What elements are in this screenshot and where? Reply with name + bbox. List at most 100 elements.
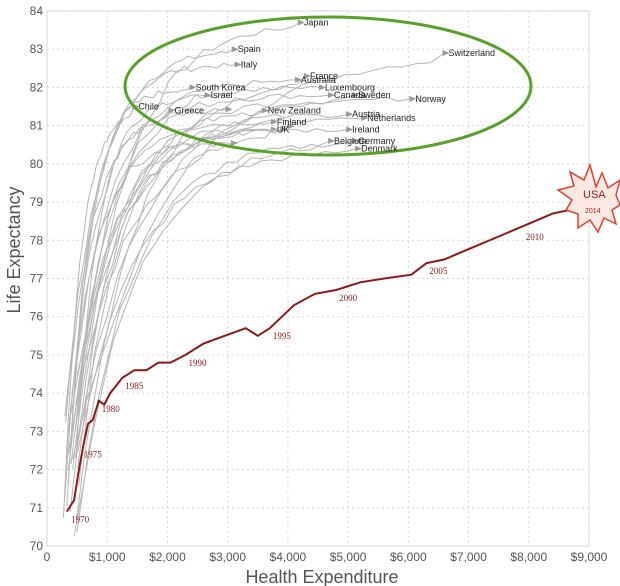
country-label: Finland	[277, 117, 307, 127]
usa-end-year: 2014	[585, 208, 601, 215]
country-line	[64, 108, 228, 503]
country-label: Canada	[334, 90, 366, 100]
country-label: Israel	[211, 90, 233, 100]
y-tick-label: 82	[30, 80, 44, 94]
country-label: Australia	[301, 75, 336, 85]
country-line-arrow	[204, 92, 212, 99]
country-label: Greece	[174, 105, 204, 115]
country-label: UK	[277, 124, 290, 134]
country-label: Spain	[238, 44, 261, 54]
y-tick-label: 81	[30, 119, 44, 133]
country-line	[73, 140, 331, 537]
country-line	[76, 121, 273, 415]
y-tick-label: 80	[30, 157, 44, 171]
country-label: Belgium	[334, 136, 367, 146]
country-line-arrow	[303, 72, 311, 79]
usa-line	[66, 208, 591, 513]
country-line	[65, 141, 234, 451]
country-line-arrow	[287, 123, 295, 130]
country-line-arrow	[352, 92, 360, 99]
country-line-arrow	[355, 145, 363, 152]
usa-year-label: 1975	[84, 450, 103, 460]
x-axis-label: Health Expenditure	[245, 567, 398, 586]
country-line	[66, 62, 237, 506]
x-tick-label: $1,000	[89, 550, 126, 564]
country-line-arrow	[270, 118, 278, 125]
country-line-arrow	[346, 111, 354, 118]
usa-year-label: 2005	[429, 266, 448, 276]
y-tick-label: 73	[30, 424, 44, 438]
country-line-arrow	[280, 126, 288, 133]
country-label: Austria	[352, 109, 380, 119]
country-line	[67, 93, 331, 471]
country-line-arrow	[409, 95, 417, 102]
x-tick-label: $8,000	[510, 550, 547, 564]
usa-year-label: 1980	[102, 404, 121, 414]
y-tick-label: 78	[30, 233, 44, 247]
y-tick-label: 84	[30, 4, 44, 18]
country-line-arrow	[352, 137, 360, 144]
x-tick-label: $6,000	[390, 550, 427, 564]
country-line	[74, 128, 349, 432]
x-tick-label: 0	[44, 550, 51, 564]
country-line	[76, 94, 207, 446]
y-axis-ticks: 70 71 72 73 74 75 76 77 78 79 80 81 82 83 84	[30, 4, 44, 553]
y-tick-label: 71	[30, 501, 44, 515]
usa-year-label: 1995	[273, 331, 292, 341]
y-tick-label: 70	[30, 539, 44, 553]
country-line-arrow	[189, 84, 197, 91]
country-line	[64, 48, 234, 417]
country-line	[63, 106, 135, 518]
usa-year-label: 1985	[125, 381, 143, 391]
y-tick-label: 83	[30, 42, 44, 56]
country-label: Denmark	[361, 144, 398, 154]
other-country-lines	[63, 19, 450, 537]
country-label: Luxembourg	[325, 82, 375, 92]
country-line-arrow	[261, 107, 269, 114]
country-line-arrow	[168, 107, 176, 114]
country-label: Netherlands	[367, 113, 416, 123]
country-line	[72, 22, 301, 469]
x-tick-label: $2,000	[149, 550, 186, 564]
usa-year-label: 2000	[339, 293, 358, 303]
country-label: Chile	[138, 102, 159, 112]
y-tick-label: 75	[30, 348, 44, 362]
country-line-arrow	[361, 115, 369, 121]
highlight-ellipse	[123, 15, 533, 157]
country-labels: Japan Spain Italy Switzerland FranceAustrali…	[138, 17, 495, 153]
country-line-arrow	[231, 46, 239, 53]
usa-year-label: 1970	[71, 515, 90, 525]
usa-year-label: 1990	[189, 358, 208, 368]
country-line	[78, 128, 283, 486]
country-line-arrow	[442, 50, 450, 57]
y-tick-label: 74	[30, 386, 44, 400]
usa-year-label: 2010	[526, 232, 545, 242]
x-axis-ticks: 0 $1,000 $2,000 $3,000 $4,000 $5,000 $6,000 $7,…	[44, 550, 608, 564]
x-tick-label: $9,000	[571, 550, 608, 564]
country-line	[75, 113, 349, 406]
country-line	[67, 86, 192, 484]
country-label: South Korea	[196, 82, 246, 92]
y-tick-label: 76	[30, 310, 44, 324]
country-label: France	[310, 71, 338, 81]
country-line-arrow	[297, 19, 305, 26]
country-line-arrow	[328, 92, 336, 99]
x-tick-label: $3,000	[209, 550, 246, 564]
country-line-arrow	[319, 84, 327, 91]
y-tick-label: 72	[30, 463, 44, 477]
country-label: Ireland	[352, 124, 380, 134]
country-line	[74, 94, 355, 458]
country-label: Japan	[304, 17, 329, 27]
usa-starburst: USA 2014	[556, 162, 620, 234]
x-tick-label: $4,000	[270, 550, 307, 564]
grid	[46, 10, 590, 547]
x-tick-label: $7,000	[450, 550, 487, 564]
country-line	[76, 140, 355, 533]
y-tick-label: 79	[30, 195, 44, 209]
y-tick-label: 77	[30, 272, 44, 286]
country-line	[67, 129, 274, 456]
x-tick-label: $5,000	[330, 550, 367, 564]
country-label: Norway	[415, 94, 446, 104]
y-axis-label: Life Expectancy	[4, 186, 24, 313]
